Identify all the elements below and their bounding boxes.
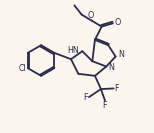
Text: N: N: [109, 63, 115, 72]
Text: Cl: Cl: [18, 64, 26, 73]
Text: F: F: [115, 84, 119, 93]
Text: O: O: [88, 11, 94, 20]
Text: O: O: [115, 18, 121, 27]
Text: F: F: [103, 101, 107, 111]
Text: HN: HN: [67, 46, 79, 55]
Text: N: N: [118, 50, 124, 59]
Text: F: F: [83, 93, 88, 102]
